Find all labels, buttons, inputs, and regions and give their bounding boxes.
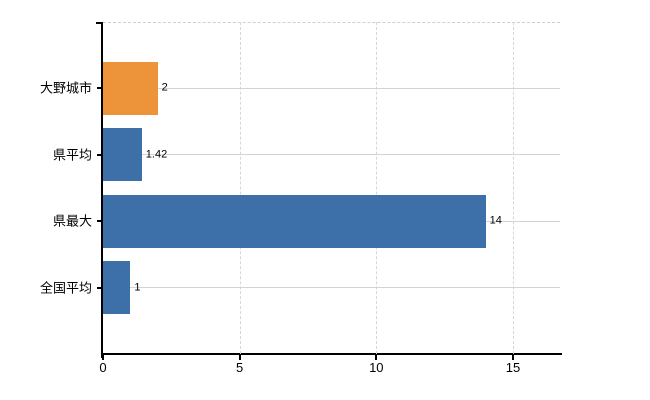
category-label: 全国平均 — [39, 280, 92, 296]
x-axis-tick — [102, 355, 104, 360]
grid-line-vertical — [376, 22, 378, 354]
y-axis-tick — [97, 153, 102, 156]
y-axis — [101, 22, 103, 358]
x-axis — [101, 353, 562, 355]
category-label: 大野城市 — [39, 80, 92, 96]
category-label: 県最大 — [52, 213, 92, 229]
category-label: 県平均 — [52, 147, 92, 163]
plot-area: 2 1.42 14 1 — [103, 22, 560, 354]
x-axis-tick — [375, 355, 378, 360]
y-axis-tick — [97, 87, 102, 90]
plot-top-border — [103, 22, 560, 23]
value-label: 14 — [489, 214, 502, 227]
grid-line-horizontal — [103, 287, 560, 289]
grid-line-vertical — [512, 22, 514, 354]
value-label: 1 — [134, 281, 141, 294]
x-tick-label: 0 — [99, 360, 107, 375]
bar — [103, 128, 142, 182]
x-tick-label: 15 — [505, 360, 521, 375]
y-axis-top-tick — [96, 22, 102, 24]
bar — [103, 261, 131, 315]
x-axis-tick — [511, 355, 514, 360]
grid-line-horizontal — [103, 87, 560, 89]
x-axis-tick — [238, 355, 241, 360]
bar — [103, 61, 158, 115]
value-label: 1.42 — [145, 148, 168, 161]
x-tick-label: 5 — [236, 360, 244, 375]
value-label: 2 — [161, 81, 168, 94]
grid-line-vertical — [239, 22, 241, 354]
y-axis-tick — [97, 286, 102, 289]
x-tick-label: 10 — [369, 360, 384, 375]
bar — [103, 194, 486, 248]
y-axis-tick — [97, 220, 102, 223]
grid-line-horizontal — [103, 154, 560, 156]
